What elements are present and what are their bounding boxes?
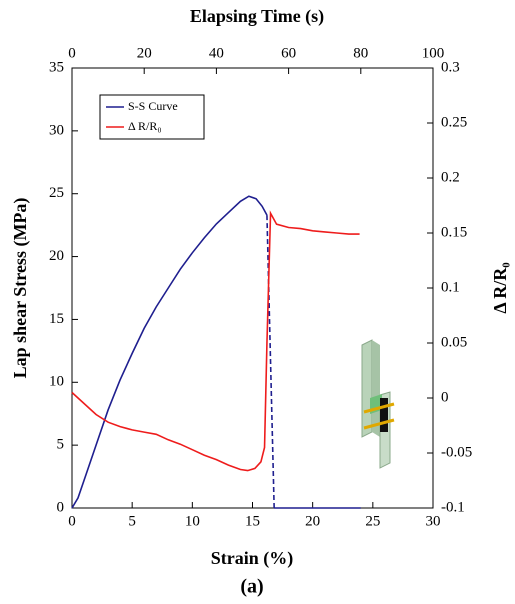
x-tick-label: 15 [245, 513, 260, 529]
legend-box [99, 94, 205, 140]
y2-tick-label: 0.15 [441, 224, 467, 240]
line-y [71, 195, 268, 509]
x2-tick-label: 80 [353, 45, 368, 61]
line-y [266, 215, 275, 509]
y2-tick-label: 0.1 [441, 279, 460, 295]
y-tick-label: 15 [49, 311, 64, 327]
legend-label: Δ R/R₀ [128, 119, 162, 133]
y-axis-label: Lap shear Stress (MPa) [10, 198, 31, 379]
y-tick-label: 25 [49, 185, 64, 201]
y-tick-label: 30 [49, 122, 64, 138]
y-tick-label: 5 [57, 437, 65, 453]
x-tick-label: 5 [128, 513, 136, 529]
x2-tick-label: 40 [209, 45, 224, 61]
y-tick-label: 20 [49, 248, 64, 264]
x-tick-label: 30 [426, 513, 441, 529]
y-tick-label: 35 [49, 59, 64, 75]
y-tick-label: 0 [57, 499, 65, 515]
y2-tick-label: 0.3 [441, 59, 460, 75]
y2-tick-label: -0.05 [441, 444, 472, 460]
specimen-icon [361, 339, 395, 469]
x-tick-label: 0 [68, 513, 76, 529]
y2-tick-label: -0.1 [441, 499, 465, 515]
line-y2 [71, 210, 360, 472]
top-axis-label: Elapsing Time (s) [190, 6, 324, 27]
y2-axis-label: Δ R/R₀ [490, 262, 510, 313]
x2-tick-label: 0 [68, 45, 76, 61]
y2-tick-label: 0.25 [441, 114, 467, 130]
x2-tick-label: 60 [281, 45, 296, 61]
x2-tick-label: 100 [422, 45, 445, 61]
legend-label: S-S Curve [128, 99, 178, 113]
y-tick-label: 10 [49, 374, 64, 390]
x-tick-label: 25 [365, 513, 380, 529]
caption: (a) [240, 576, 263, 598]
x-tick-label: 20 [305, 513, 320, 529]
x2-tick-label: 20 [137, 45, 152, 61]
x-tick-label: 10 [185, 513, 200, 529]
y2-tick-label: 0.2 [441, 169, 460, 185]
y2-tick-label: 0.05 [441, 334, 467, 350]
x-axis-label: Strain (%) [211, 548, 294, 569]
y2-tick-label: 0 [441, 389, 449, 405]
